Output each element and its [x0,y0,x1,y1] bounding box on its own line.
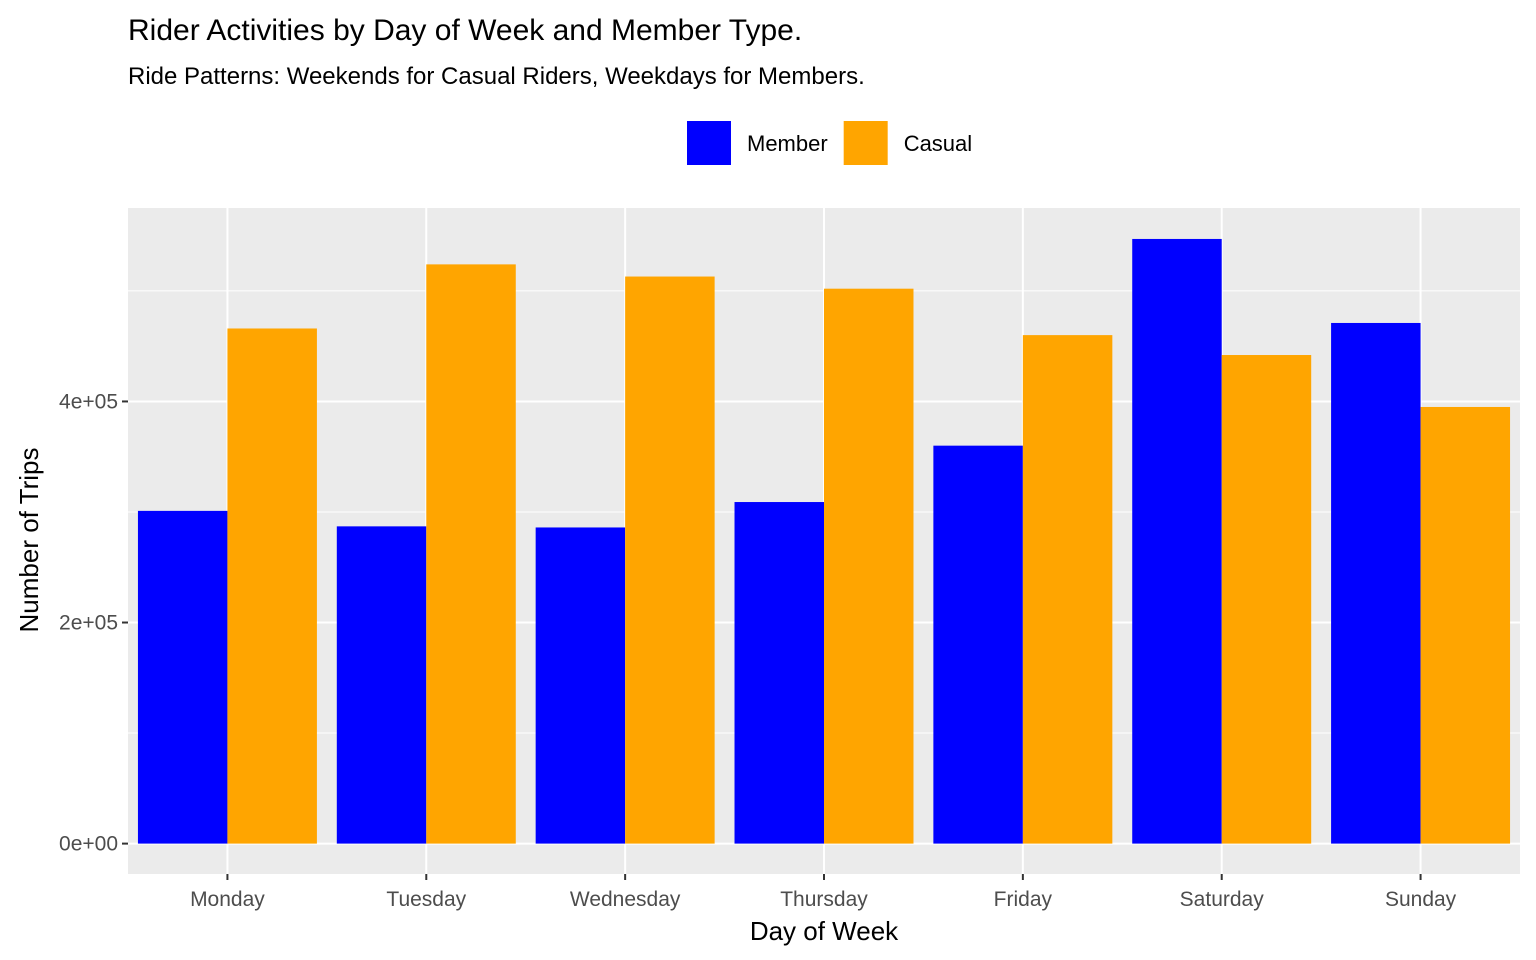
bar-casual-thursday [824,288,914,844]
x-tick-label: Friday [994,888,1053,911]
bar-member-wednesday [535,527,626,844]
bar-casual-saturday [1221,355,1312,844]
legend: Member Casual [687,121,972,165]
bar-member-friday [933,445,1023,844]
y-axis-title: Number of Trips [14,448,44,633]
legend-key-member [687,121,731,165]
x-axis: Monday Tuesday Wednesday Thursday Friday Satu… [190,874,1457,911]
bar-member-tuesday [336,526,427,844]
y-tick-label: 2e+05 [59,612,118,635]
y-tick-label: 0e+00 [59,833,118,856]
bar-member-monday [137,510,228,844]
bar-member-thursday [734,502,824,844]
bar-casual-wednesday [625,276,715,844]
bar-member-sunday [1331,322,1421,844]
y-tick-label: 4e+05 [59,390,118,413]
chart-title: Rider Activities by Day of Week and Memb… [128,14,802,47]
bar-member-saturday [1132,238,1222,844]
x-tick-label: Thursday [780,888,868,911]
y-axis: 0e+00 2e+05 4e+05 [59,390,128,856]
x-tick-label: Sunday [1385,888,1457,911]
legend-label-casual: Casual [904,131,972,156]
bar-casual-sunday [1420,406,1511,844]
x-tick-label: Saturday [1180,888,1265,911]
bar-casual-tuesday [426,264,516,844]
chart-subtitle: Ride Patterns: Weekends for Casual Rider… [128,63,865,90]
bar-casual-monday [227,328,317,844]
legend-key-casual [843,121,888,165]
x-tick-label: Monday [190,888,265,911]
legend-label-member: Member [747,131,828,156]
x-tick-label: Wednesday [570,888,681,911]
bar-casual-friday [1022,335,1113,844]
bars [137,238,1511,844]
x-tick-label: Tuesday [386,888,466,911]
x-axis-title: Day of Week [750,916,899,946]
